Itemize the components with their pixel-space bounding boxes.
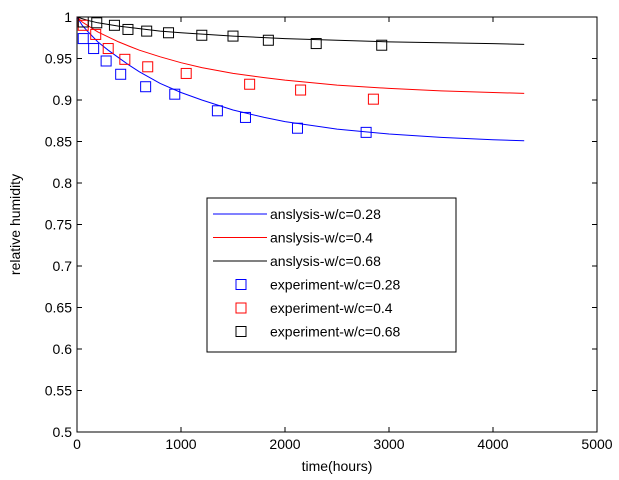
data-layer xyxy=(76,16,525,142)
x-tick-label: 0 xyxy=(73,436,81,452)
y-tick-label: 0.6 xyxy=(53,341,73,357)
legend-marker xyxy=(235,326,247,337)
axis-ticks: 0 1000 2000 3000 4000 5000 0.5 0.55 0.6 0.65 0.7 0.… xyxy=(45,9,613,452)
data-point xyxy=(262,34,274,46)
data-point xyxy=(360,126,372,138)
data-point xyxy=(227,30,239,42)
series-line xyxy=(76,16,525,94)
data-point xyxy=(180,67,192,79)
legend: anslysis-w/c=0.28 anslysis-w/c=0.4 anslysi… xyxy=(206,197,457,353)
data-point xyxy=(196,29,208,41)
legend-label: experiment-w/c=0.68 xyxy=(270,324,401,340)
data-point xyxy=(77,16,89,28)
data-point xyxy=(77,33,89,45)
data-point xyxy=(91,17,103,29)
data-point xyxy=(291,122,303,134)
y-tick-label: 0.5 xyxy=(53,424,73,440)
data-point xyxy=(90,28,102,40)
legend-label: anslysis-w/c=0.28 xyxy=(270,206,381,222)
legend-box xyxy=(206,197,457,353)
data-point xyxy=(211,105,223,117)
y-tick-label: 1 xyxy=(64,9,72,25)
legend-marker xyxy=(235,279,247,290)
data-point xyxy=(142,61,154,73)
series-4 xyxy=(77,33,372,138)
y-tick-label: 0.65 xyxy=(45,300,72,316)
legend-item: experiment-w/c=0.28 xyxy=(235,277,401,293)
data-point xyxy=(367,93,379,105)
series-line xyxy=(76,16,525,142)
legend-item: experiment-w/c=0.68 xyxy=(235,324,401,340)
y-tick-label: 0.7 xyxy=(53,258,73,274)
legend-label: experiment-w/c=0.28 xyxy=(270,277,401,293)
data-point xyxy=(140,81,152,93)
data-point xyxy=(310,38,322,50)
legend-item: anslysis-w/c=0.4 xyxy=(213,230,373,246)
data-point xyxy=(108,19,120,31)
y-tick-label: 0.8 xyxy=(53,175,73,191)
legend-item: anslysis-w/c=0.28 xyxy=(213,206,381,222)
x-tick-label: 5000 xyxy=(581,436,612,452)
x-tick-label: 1000 xyxy=(165,436,196,452)
data-point xyxy=(141,25,153,37)
x-axis-label: time(hours) xyxy=(302,458,373,474)
y-tick-label: 0.95 xyxy=(45,51,72,67)
legend-item: experiment-w/c=0.4 xyxy=(235,300,393,316)
data-point xyxy=(102,43,114,55)
x-tick-label: 4000 xyxy=(477,436,508,452)
y-tick-label: 0.9 xyxy=(53,92,73,108)
data-point xyxy=(169,88,181,100)
series-2 xyxy=(76,16,525,94)
legend-label: experiment-w/c=0.4 xyxy=(270,300,393,316)
data-point xyxy=(376,39,388,51)
data-point xyxy=(88,43,100,55)
y-axis-label: relative humidity xyxy=(7,174,23,275)
data-point xyxy=(239,111,251,123)
data-point xyxy=(119,53,131,65)
data-point xyxy=(244,78,256,90)
x-tick-label: 2000 xyxy=(269,436,300,452)
legend-marker xyxy=(235,302,247,314)
x-tick-label: 3000 xyxy=(373,436,404,452)
legend-label: anslysis-w/c=0.68 xyxy=(270,253,381,269)
series-6 xyxy=(77,16,388,51)
data-point xyxy=(163,27,175,39)
legend-item: anslysis-w/c=0.68 xyxy=(213,253,381,269)
y-tick-label: 0.85 xyxy=(45,134,72,150)
series-1 xyxy=(76,16,525,142)
data-point xyxy=(115,68,127,80)
data-point xyxy=(295,84,307,96)
y-tick-label: 0.55 xyxy=(45,383,72,399)
data-point xyxy=(122,23,134,35)
y-tick-label: 0.75 xyxy=(45,217,72,233)
data-point xyxy=(100,55,112,67)
legend-label: anslysis-w/c=0.4 xyxy=(270,230,373,246)
